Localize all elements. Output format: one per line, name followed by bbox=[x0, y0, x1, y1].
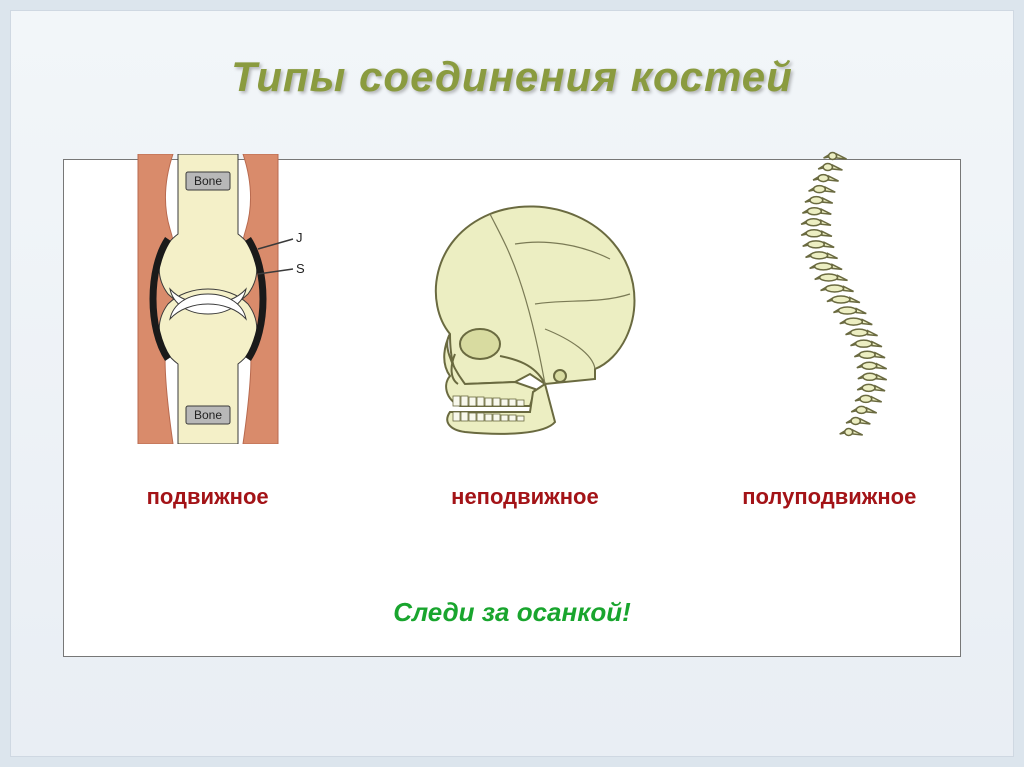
spine-diagram bbox=[759, 144, 899, 444]
svg-text:Bone: Bone bbox=[194, 408, 222, 422]
skull-caption: неподвижное bbox=[451, 484, 599, 510]
slide-frame: Типы соединения костей bbox=[10, 10, 1014, 757]
skull-diagram bbox=[395, 184, 655, 444]
joint-caption: подвижное bbox=[147, 484, 269, 510]
content-panel: Bone Bone J S подвижное bbox=[63, 159, 961, 657]
joint-cell: Bone Bone J S подвижное bbox=[108, 154, 308, 510]
joint-diagram: Bone Bone J S bbox=[108, 154, 308, 444]
spine-cell: полуподвижное bbox=[742, 144, 916, 510]
skull-cell: неподвижное bbox=[395, 184, 655, 510]
page-title: Типы соединения костей bbox=[11, 11, 1013, 101]
spine-caption: полуподвижное bbox=[742, 484, 916, 510]
svg-text:S: S bbox=[296, 261, 305, 276]
svg-text:J: J bbox=[296, 230, 303, 245]
footer-text: Следи за осанкой! bbox=[64, 597, 960, 628]
svg-text:Bone: Bone bbox=[194, 174, 222, 188]
diagram-row: Bone Bone J S подвижное bbox=[64, 190, 960, 510]
